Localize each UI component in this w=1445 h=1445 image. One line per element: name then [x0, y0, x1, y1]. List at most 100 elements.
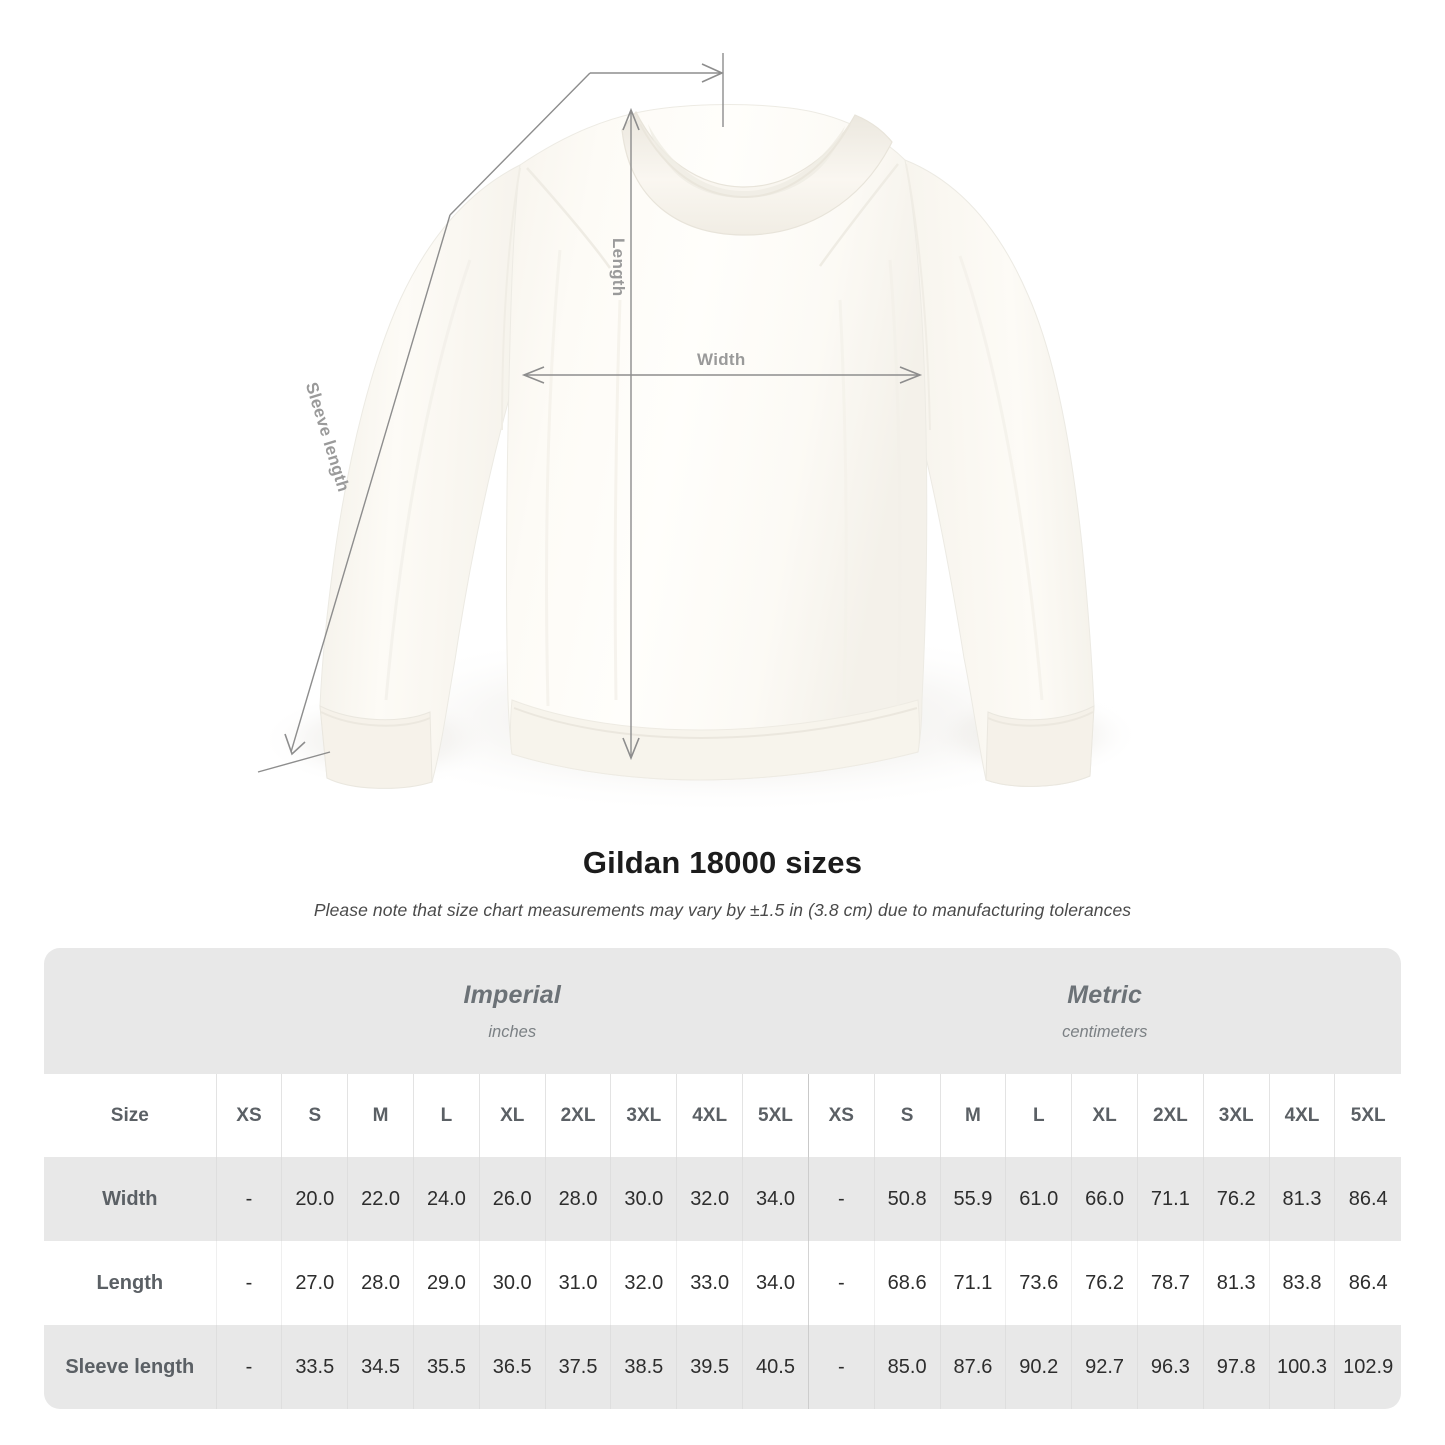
- cell-length-metric-s: 68.6: [873, 1241, 941, 1325]
- cell-sleeve-length-imperial-3xl: 38.5: [610, 1325, 677, 1409]
- cell-sleeve-length-imperial-xl: 36.5: [478, 1325, 546, 1409]
- size-header-row: Size XS S M L XL 2XL 3XL 4XL 5XL XS S M L XL 2XL 3XL 4XL 5…: [44, 1074, 1401, 1157]
- sleeve-dimension-line: [290, 214, 451, 753]
- unit-subtitle: inches: [488, 1022, 537, 1041]
- cell-length-imperial-xl: 30.0: [478, 1241, 546, 1325]
- size-column-header: Size: [44, 1074, 217, 1157]
- sleeve-leader-elbow: [449, 72, 591, 216]
- unit-banner-row: Imperial inches Metric centimeters: [44, 948, 1401, 1074]
- cell-width-metric-m: 55.9: [939, 1157, 1006, 1241]
- size-header-metric-4xl: 4XL: [1268, 1074, 1335, 1157]
- size-header-imperial-s: S: [281, 1074, 348, 1157]
- cell-width-imperial-s: 20.0: [281, 1157, 348, 1241]
- cell-sleeve-length-metric-4xl: 100.3: [1268, 1325, 1335, 1409]
- cell-width-imperial-l: 24.0: [413, 1157, 480, 1241]
- cell-length-metric-l: 73.6: [1005, 1241, 1072, 1325]
- cell-length-metric-3xl: 81.3: [1202, 1241, 1270, 1325]
- cell-length-imperial-2xl: 31.0: [544, 1241, 611, 1325]
- size-header-metric-m: M: [939, 1074, 1006, 1157]
- cell-sleeve-length-metric-xs: -: [807, 1325, 875, 1409]
- cell-width-imperial-xl: 26.0: [478, 1157, 546, 1241]
- cell-sleeve-length-metric-2xl: 96.3: [1136, 1325, 1204, 1409]
- size-header-imperial-xs: XS: [215, 1074, 282, 1157]
- unit-subtitle: centimeters: [1062, 1022, 1148, 1041]
- cell-length-metric-m: 71.1: [939, 1241, 1006, 1325]
- size-header-imperial-2xl: 2XL: [544, 1074, 611, 1157]
- cell-sleeve-length-metric-xl: 92.7: [1071, 1325, 1138, 1409]
- length-arrow-top: [622, 107, 640, 131]
- size-table-container: Imperial inches Metric centimeters Size XS S M L…: [44, 948, 1401, 1409]
- row-label-length: Length: [44, 1241, 217, 1325]
- sleeve-tick-bottom: [257, 751, 331, 773]
- cell-sleeve-length-imperial-5xl: 40.5: [742, 1325, 809, 1409]
- table-row: Sleeve length -33.5 34.5 35.5 36.5 37.5 38.5 39…: [44, 1325, 1401, 1409]
- unit-banner-imperial: Imperial inches: [216, 948, 809, 1074]
- cell-width-imperial-3xl: 30.0: [610, 1157, 677, 1241]
- sleeve-arrow-top: [701, 63, 724, 83]
- cell-length-metric-5xl: 86.4: [1334, 1241, 1401, 1325]
- cell-length-imperial-m: 28.0: [347, 1241, 414, 1325]
- cell-length-imperial-5xl: 34.0: [742, 1241, 809, 1325]
- size-header-imperial-l: L: [413, 1074, 480, 1157]
- length-label: Length: [609, 238, 628, 297]
- size-header-metric-xs: XS: [807, 1074, 875, 1157]
- size-header-metric-xl: XL: [1071, 1074, 1138, 1157]
- garment-illustration: [257, 53, 1140, 815]
- size-header-metric-2xl: 2XL: [1136, 1074, 1204, 1157]
- cell-length-metric-xl: 76.2: [1071, 1241, 1138, 1325]
- size-header-metric-3xl: 3XL: [1202, 1074, 1270, 1157]
- cell-sleeve-length-metric-s: 85.0: [873, 1325, 941, 1409]
- cell-sleeve-length-metric-5xl: 102.9: [1334, 1325, 1401, 1409]
- cell-sleeve-length-imperial-s: 33.5: [281, 1325, 348, 1409]
- cell-sleeve-length-imperial-4xl: 39.5: [676, 1325, 743, 1409]
- size-header-metric-s: S: [873, 1074, 941, 1157]
- size-header-imperial-3xl: 3XL: [610, 1074, 677, 1157]
- cell-sleeve-length-metric-l: 90.2: [1005, 1325, 1072, 1409]
- cell-width-metric-3xl: 76.2: [1202, 1157, 1270, 1241]
- cell-length-metric-xs: -: [807, 1241, 875, 1325]
- width-label: Width: [697, 350, 746, 369]
- cell-width-imperial-xs: -: [215, 1157, 282, 1241]
- cell-width-imperial-5xl: 34.0: [742, 1157, 809, 1241]
- sleeve-arrow-bottom: [284, 733, 306, 756]
- row-label-sleeve-length: Sleeve length: [44, 1325, 217, 1409]
- cell-length-imperial-s: 27.0: [281, 1241, 348, 1325]
- cell-length-imperial-xs: -: [215, 1241, 282, 1325]
- table-row: Width -20.0 22.0 24.0 26.0 28.0 30.0 32.0 34.0-5…: [44, 1157, 1401, 1241]
- length-arrow-bottom: [622, 737, 640, 761]
- page-title: Gildan 18000 sizes: [582, 845, 863, 880]
- cell-sleeve-length-imperial-2xl: 37.5: [544, 1325, 611, 1409]
- cell-length-imperial-4xl: 33.0: [676, 1241, 743, 1325]
- row-label-width: Width: [44, 1157, 217, 1241]
- cell-sleeve-length-metric-m: 87.6: [939, 1325, 1006, 1409]
- width-arrow-left: [521, 366, 545, 384]
- cell-length-imperial-l: 29.0: [413, 1241, 480, 1325]
- unit-name: Imperial: [463, 980, 561, 1009]
- garment-diagram: Length Width Sleeve length: [257, 53, 1140, 815]
- cell-width-metric-5xl: 86.4: [1334, 1157, 1401, 1241]
- size-header-metric-5xl: 5XL: [1334, 1074, 1401, 1157]
- cell-length-imperial-3xl: 32.0: [610, 1241, 677, 1325]
- cell-width-imperial-4xl: 32.0: [676, 1157, 743, 1241]
- cell-sleeve-length-imperial-xs: -: [215, 1325, 282, 1409]
- cell-width-metric-xl: 66.0: [1071, 1157, 1138, 1241]
- size-header-imperial-m: M: [347, 1074, 414, 1157]
- cell-length-metric-2xl: 78.7: [1136, 1241, 1204, 1325]
- size-header-metric-l: L: [1005, 1074, 1072, 1157]
- cell-width-metric-l: 61.0: [1005, 1157, 1072, 1241]
- unit-banner-spacer: [44, 948, 217, 1074]
- cell-width-imperial-2xl: 28.0: [544, 1157, 611, 1241]
- cell-sleeve-length-imperial-m: 34.5: [347, 1325, 414, 1409]
- tolerance-note: Please note that size chart measurements…: [313, 900, 1132, 920]
- cell-length-metric-4xl: 83.8: [1268, 1241, 1335, 1325]
- cell-width-metric-4xl: 81.3: [1268, 1157, 1335, 1241]
- cell-width-metric-2xl: 71.1: [1136, 1157, 1204, 1241]
- size-table: Imperial inches Metric centimeters Size XS S M L…: [44, 948, 1401, 1409]
- cell-width-metric-s: 50.8: [873, 1157, 941, 1241]
- cell-sleeve-length-imperial-l: 35.5: [413, 1325, 480, 1409]
- cell-width-imperial-m: 22.0: [347, 1157, 414, 1241]
- size-header-imperial-5xl: 5XL: [742, 1074, 809, 1157]
- unit-banner-metric: Metric centimeters: [808, 948, 1401, 1074]
- cell-width-metric-xs: -: [807, 1157, 875, 1241]
